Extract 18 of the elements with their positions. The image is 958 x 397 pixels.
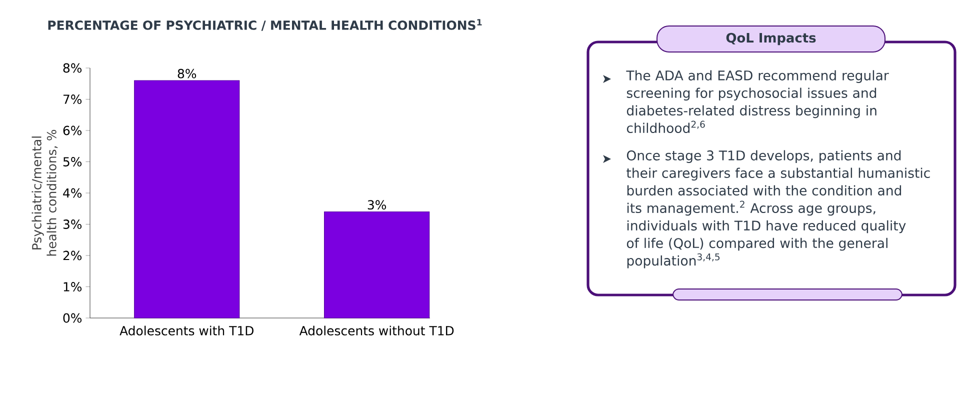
data-label: 8% [178,68,196,78]
x-tick-label: Adolescents with T1D [120,326,254,336]
data-label: 3% [368,200,386,210]
text: QoL Impacts [726,32,816,46]
y-tick-label: 5% [63,157,82,166]
y-tick-label: 1% [64,282,82,292]
y-tick-label: 3% [63,220,82,229]
text: The ADA and EASD recommend regular screening for psychosocial issues and diabetes-related distress beginning in childhood$^{2,6}$ [626,70,889,134]
y-axis-title: Psychiatric/mental health conditions, % [32,130,58,256]
chart-title: PERCENTAGE OF PSYCHIATRIC / MENTAL HEALTH CONDITIONS$^{1}$ [48,19,482,31]
x-tick-label: Adolescents without T1D [299,326,454,336]
y-tick-label: 4% [63,188,82,198]
y-tick-label: 8% [63,63,82,73]
y-tick-label: 6% [63,126,82,136]
y-tick-label: 7% [63,94,82,104]
y-tick-label: 0% [63,313,82,323]
text: Once stage 3 T1D develops, patients and their caregivers face a substantial humanistic burden associated with the condition and its management.$^{2}$ Across age groups, individuals with T1D have reduced quality of life (QoL) compared with the general population$^{3,4,5}$ [626,150,930,268]
y-tick-label: 2% [63,250,82,260]
